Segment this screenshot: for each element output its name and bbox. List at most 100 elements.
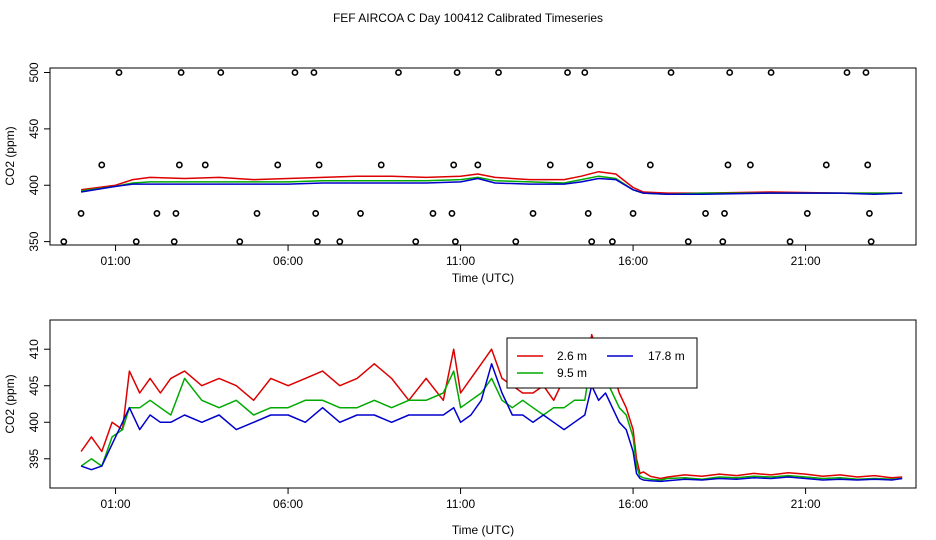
series-line-bottom-2 bbox=[80, 355, 903, 481]
calibration-point bbox=[177, 69, 185, 76]
calibration-point bbox=[721, 210, 728, 217]
plot-frame-top bbox=[49, 67, 917, 246]
calibration-point bbox=[315, 161, 323, 169]
x-tick-label-bottom: 06:00 bbox=[273, 497, 303, 511]
calibration-point bbox=[60, 238, 68, 246]
calibration-point bbox=[862, 69, 870, 76]
y-tick-label-bottom: 395 bbox=[27, 448, 41, 468]
calibration-point bbox=[719, 238, 727, 246]
series-line-bottom-1 bbox=[80, 333, 903, 480]
calibration-point bbox=[724, 161, 732, 169]
x-tick-label-top: 16:00 bbox=[618, 254, 648, 268]
calibration-point bbox=[172, 210, 180, 217]
calibration-point bbox=[429, 210, 437, 217]
y-axis-bottom: 395 400 405 410 bbox=[27, 339, 50, 469]
calibration-point bbox=[170, 238, 178, 246]
calibration-point bbox=[629, 210, 637, 217]
legend-label-s2: 9.5 m bbox=[557, 366, 587, 380]
x-tick-label-bottom: 11:00 bbox=[446, 497, 475, 511]
calibration-point bbox=[564, 69, 571, 76]
y-tick-label-bottom: 400 bbox=[27, 412, 41, 432]
x-tick-label-top: 06:00 bbox=[273, 254, 303, 268]
series-group-top bbox=[80, 170, 903, 196]
panel-bottom: 01:00 06:00 11:00 16:00 21:00 395 400 405 410 T… bbox=[3, 319, 917, 537]
calibration-point bbox=[667, 69, 675, 76]
x-tick-label-bottom: 16:00 bbox=[618, 497, 648, 511]
y-axis-label-bottom: CO2 (ppm) bbox=[3, 374, 17, 433]
x-tick-label-bottom: 21:00 bbox=[791, 497, 821, 511]
y-tick-label-top: 400 bbox=[27, 175, 41, 195]
calibration-point bbox=[377, 161, 385, 169]
calibration-point bbox=[726, 69, 734, 76]
calibration-point bbox=[864, 161, 872, 169]
y-tick-label-top: 350 bbox=[27, 231, 41, 251]
figure-title: FEF AIRCOA C Day 100412 Calibrated Times… bbox=[333, 11, 603, 25]
calibration-point bbox=[77, 210, 85, 217]
series-line-bottom-3 bbox=[80, 363, 903, 483]
x-axis-label-top: Time (UTC) bbox=[452, 271, 514, 285]
calibration-point bbox=[608, 238, 616, 246]
calibration-point bbox=[588, 238, 596, 246]
calibration-point bbox=[336, 238, 344, 246]
calibration-point bbox=[646, 161, 654, 169]
calibration-point bbox=[746, 161, 754, 169]
calibration-point bbox=[217, 69, 225, 76]
calibration-point bbox=[702, 210, 709, 217]
calibration-point bbox=[450, 161, 458, 169]
calibration-point bbox=[803, 210, 811, 217]
calibration-point bbox=[584, 210, 592, 217]
calibration-point bbox=[529, 210, 537, 217]
calibration-point bbox=[866, 210, 873, 217]
calibration-point bbox=[867, 238, 875, 246]
legend: 2.6 m 9.5 m 17.8 m bbox=[506, 337, 698, 389]
calibration-point bbox=[357, 210, 364, 217]
x-axis-top: 01:00 06:00 11:00 16:00 21:00 bbox=[101, 245, 821, 268]
y-tick-label-bottom: 410 bbox=[27, 339, 41, 359]
calibration-point bbox=[291, 69, 299, 76]
x-axis-bottom: 01:00 06:00 11:00 16:00 21:00 bbox=[101, 488, 821, 511]
calibration-point bbox=[395, 69, 402, 76]
calibration-point bbox=[412, 238, 420, 246]
legend-label-s1: 2.6 m bbox=[557, 349, 587, 363]
calibration-point bbox=[236, 238, 244, 246]
calibration-point bbox=[98, 161, 106, 169]
y-tick-label-top: 500 bbox=[27, 62, 41, 82]
legend-label-s3: 17.8 m bbox=[648, 349, 685, 363]
calibration-point bbox=[310, 69, 318, 76]
legend-box bbox=[506, 337, 698, 389]
x-tick-label-top: 01:00 bbox=[101, 254, 131, 268]
calibration-point bbox=[313, 238, 321, 246]
calibration-point bbox=[495, 69, 502, 76]
calibration-point bbox=[253, 210, 261, 217]
calibration-point bbox=[512, 238, 520, 246]
calibration-point bbox=[474, 161, 482, 169]
y-tick-label-bottom: 405 bbox=[27, 375, 41, 395]
calibration-point bbox=[581, 69, 589, 76]
calibration-point bbox=[843, 69, 851, 76]
calibration-point bbox=[451, 238, 459, 246]
panel-top: 01:00 06:00 11:00 16:00 21:00 350 400 450 500 T… bbox=[3, 62, 917, 285]
calibration-point bbox=[115, 69, 123, 76]
calibration-point bbox=[786, 238, 794, 246]
y-tick-label-top: 450 bbox=[27, 119, 41, 139]
x-axis-label-bottom: Time (UTC) bbox=[452, 523, 514, 537]
calibration-point bbox=[312, 210, 320, 217]
x-tick-label-top: 21:00 bbox=[791, 254, 821, 268]
calibration-point bbox=[448, 210, 456, 217]
y-axis-top: 350 400 450 500 bbox=[27, 62, 50, 252]
series-group-bottom bbox=[80, 333, 903, 483]
calibration-point bbox=[822, 161, 830, 169]
y-axis-label-top: CO2 (ppm) bbox=[3, 126, 17, 185]
calibration-point bbox=[684, 238, 692, 246]
series-line-top-3 bbox=[80, 177, 903, 196]
calibration-point bbox=[586, 161, 594, 169]
calibration-points-group bbox=[60, 69, 875, 246]
plot-frame-bottom bbox=[49, 319, 917, 489]
x-tick-label-top: 11:00 bbox=[446, 254, 475, 268]
x-tick-label-bottom: 01:00 bbox=[101, 497, 131, 511]
calibration-point bbox=[153, 210, 161, 217]
calibration-point bbox=[132, 238, 140, 246]
calibration-point bbox=[767, 69, 775, 76]
calibration-point bbox=[201, 161, 209, 169]
